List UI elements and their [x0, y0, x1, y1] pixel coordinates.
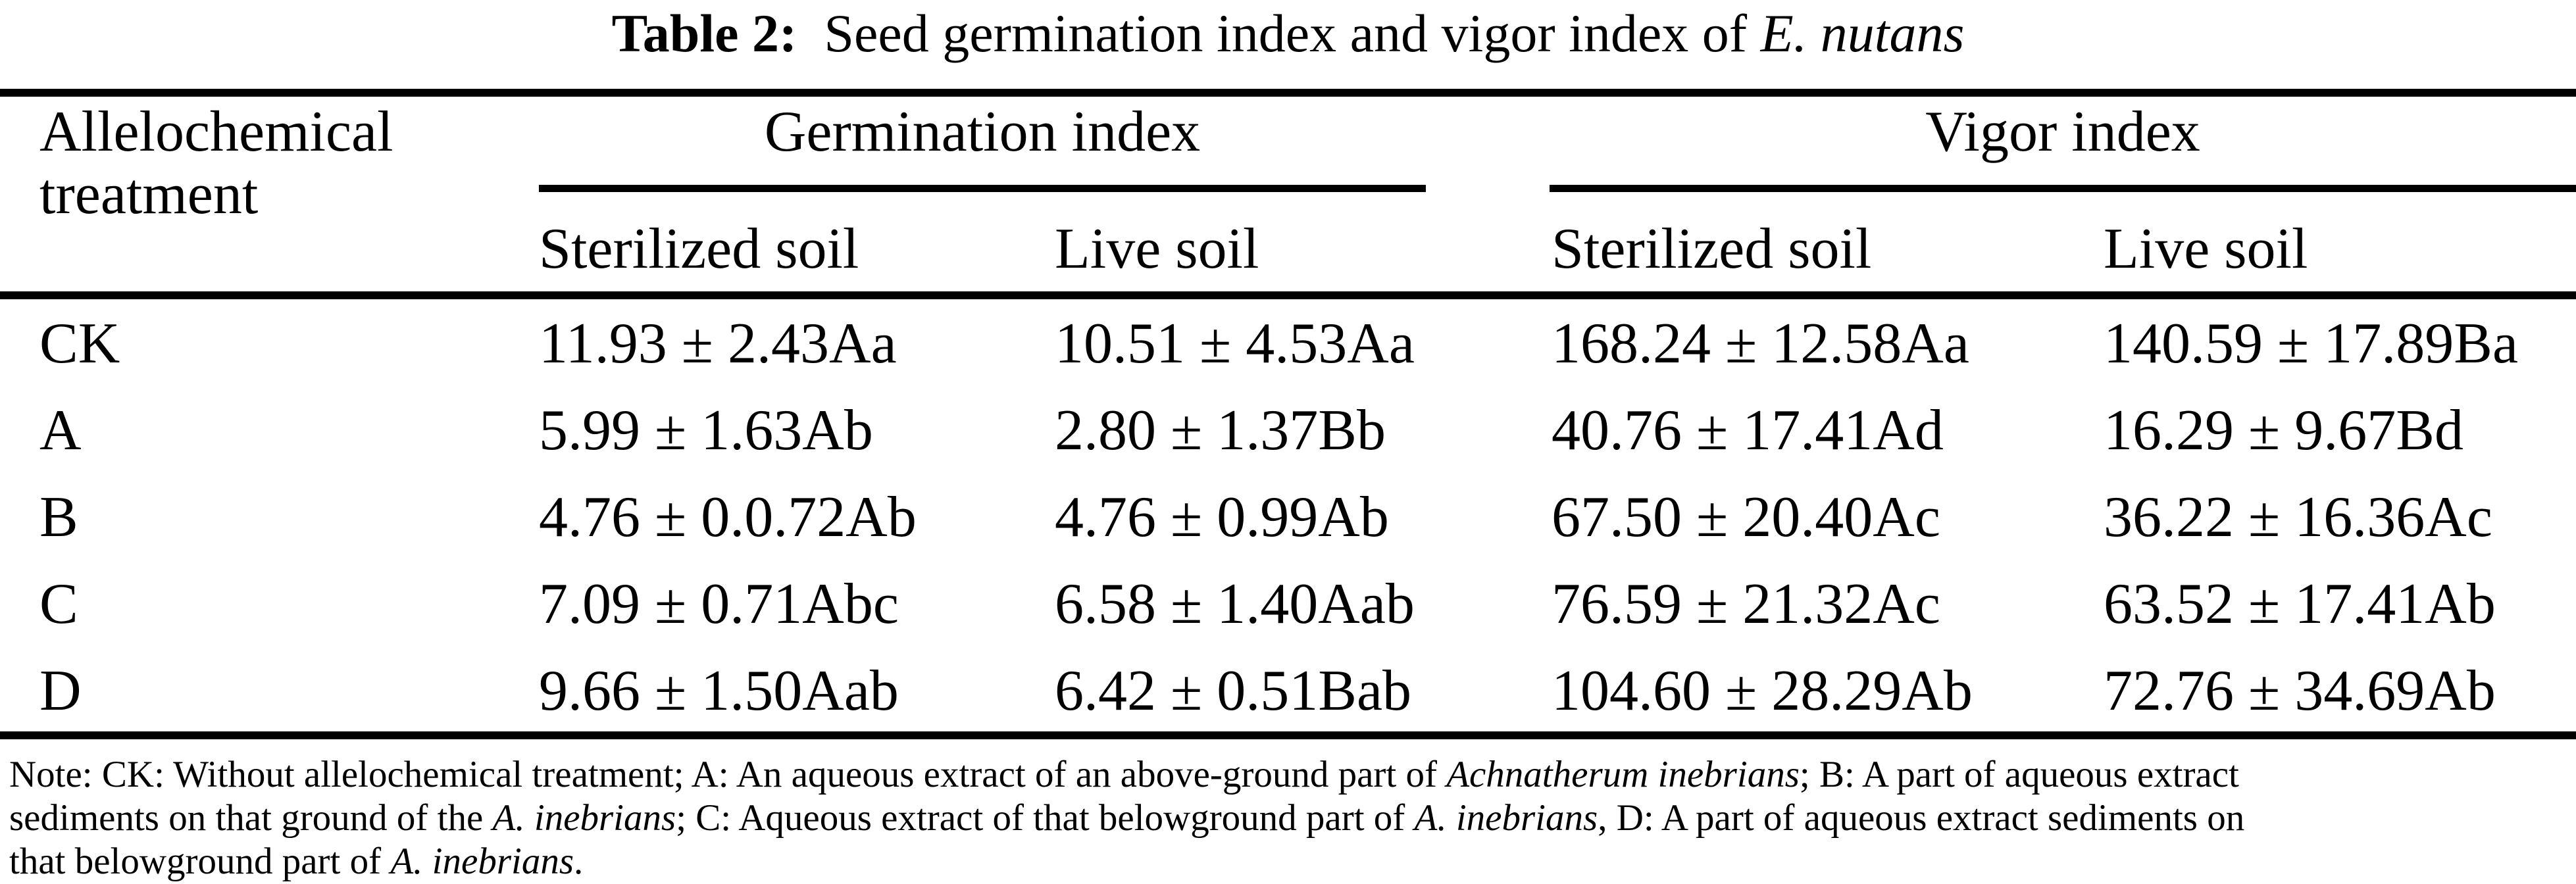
text-segment: ; C: Aqueous extract of that belowground… [676, 797, 1415, 839]
text-segment: A. inebrians [1414, 797, 1598, 839]
cell-value: 72.76 ± 34.69Ab [2104, 659, 2496, 723]
cell-value: 67.50 ± 20.40Ac [1552, 485, 1940, 549]
cell-value: 2.80 ± 1.37Bb [1055, 399, 1386, 462]
text-segment: Seed germination index and vigor index o… [797, 3, 1761, 63]
subheader-vigor-live-soil: Live soil [2104, 217, 2308, 281]
text-segment: Achnatherum inebrians [1446, 754, 1800, 795]
text-segment: , D: A part of aqueous extract sediments… [1598, 797, 2245, 839]
cell-value: 6.58 ± 1.40Aab [1055, 572, 1415, 636]
text-segment: Table 2: [611, 3, 797, 63]
column-header-treatment-line1: Allelochemical [39, 100, 393, 164]
text-segment: sediments on that ground of the [9, 797, 493, 839]
text-segment: ; B: A part of aqueous extract [1799, 754, 2239, 795]
row-treatment-label: C [39, 572, 78, 636]
text-segment: that belowground part of [9, 841, 391, 882]
cell-value: 40.76 ± 17.41Ad [1552, 399, 1944, 462]
table-note-line-3: that belowground part of A. inebrians. [9, 843, 583, 880]
cell-value: 140.59 ± 17.89Ba [2104, 312, 2519, 376]
text-segment: A. inebrians [492, 797, 676, 839]
cell-value: 7.09 ± 0.71Abc [539, 572, 899, 636]
table-top-rule [0, 89, 2576, 97]
row-treatment-label: B [39, 485, 78, 549]
cell-value: 4.76 ± 0.0.72Ab [539, 485, 917, 549]
row-treatment-label: A [39, 399, 82, 462]
cell-value: 36.22 ± 16.36Ac [2104, 485, 2492, 549]
header-bottom-rule [0, 291, 2576, 299]
text-segment: Note: CK: Without allelochemical treatme… [9, 754, 1447, 795]
germination-spanner-rule [539, 185, 1426, 192]
cell-value: 10.51 ± 4.53Aa [1055, 312, 1415, 376]
cell-value: 16.29 ± 9.67Bd [2104, 399, 2463, 462]
cell-value: 6.42 ± 0.51Bab [1055, 659, 1412, 723]
column-header-treatment-line2: treatment [39, 162, 259, 226]
group-header-vigor-index: Vigor index [1925, 100, 2200, 164]
table-bottom-rule [0, 731, 2576, 739]
row-treatment-label: D [39, 659, 82, 723]
cell-value: 104.60 ± 28.29Ab [1552, 659, 1973, 723]
cell-value: 76.59 ± 21.32Ac [1552, 572, 1940, 636]
table-note-line-1: Note: CK: Without allelochemical treatme… [9, 756, 2239, 793]
row-treatment-label: CK [39, 312, 120, 376]
subheader-vigor-sterilized-soil: Sterilized soil [1552, 217, 1872, 281]
cell-value: 168.24 ± 12.58Aa [1552, 312, 1969, 376]
text-segment: . [574, 841, 584, 882]
text-segment: E. nutans [1760, 3, 1965, 63]
table-caption: Table 2: Seed germination index and vigo… [0, 7, 2576, 61]
cell-value: 5.99 ± 1.63Ab [539, 399, 873, 462]
vigor-spanner-rule [1550, 185, 2576, 192]
cell-value: 4.76 ± 0.99Ab [1055, 485, 1389, 549]
cell-value: 11.93 ± 2.43Aa [539, 312, 897, 376]
subheader-germination-sterilized-soil: Sterilized soil [539, 217, 859, 281]
subheader-germination-live-soil: Live soil [1055, 217, 1259, 281]
cell-value: 63.52 ± 17.41Ab [2104, 572, 2496, 636]
group-header-germination-index: Germination index [764, 100, 1201, 164]
table-note-line-2: sediments on that ground of the A. inebr… [9, 799, 2244, 837]
text-segment: A. inebrians [390, 841, 574, 882]
cell-value: 9.66 ± 1.50Aab [539, 659, 899, 723]
